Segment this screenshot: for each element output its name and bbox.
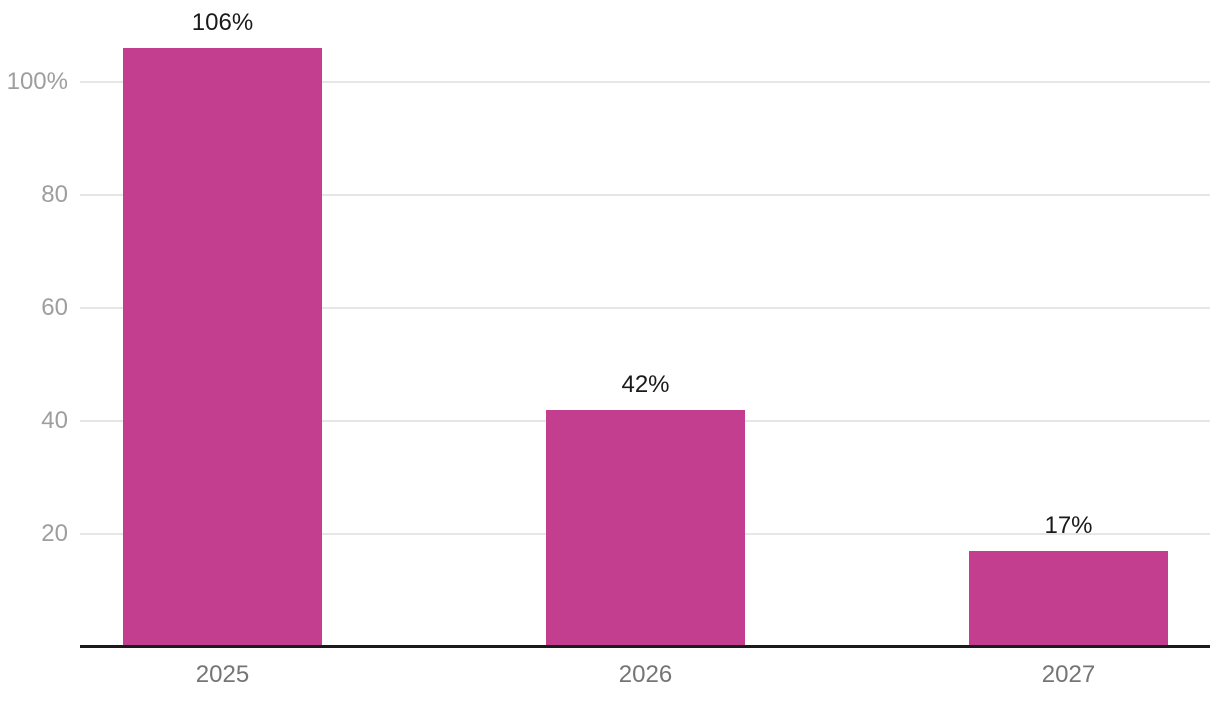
bar-2026 — [546, 410, 745, 647]
y-axis-tick-label: 20 — [41, 520, 68, 547]
x-axis-line — [80, 645, 1210, 648]
y-axis-tick-label: 100% — [6, 68, 68, 95]
bar-2025 — [123, 48, 322, 647]
bar-value-label: 106% — [191, 9, 254, 36]
y-axis-tick-label: 40 — [41, 407, 68, 434]
y-axis-tick-label: 80 — [41, 181, 68, 208]
bar-2027 — [969, 551, 1168, 647]
x-axis-tick-label: 2026 — [618, 661, 673, 688]
y-axis-tick-label: 60 — [41, 294, 68, 321]
bar-value-label: 17% — [1044, 512, 1093, 539]
x-axis-tick-label: 2025 — [195, 661, 250, 688]
bar-value-label: 42% — [621, 371, 670, 398]
x-axis-tick-label: 2027 — [1041, 661, 1096, 688]
